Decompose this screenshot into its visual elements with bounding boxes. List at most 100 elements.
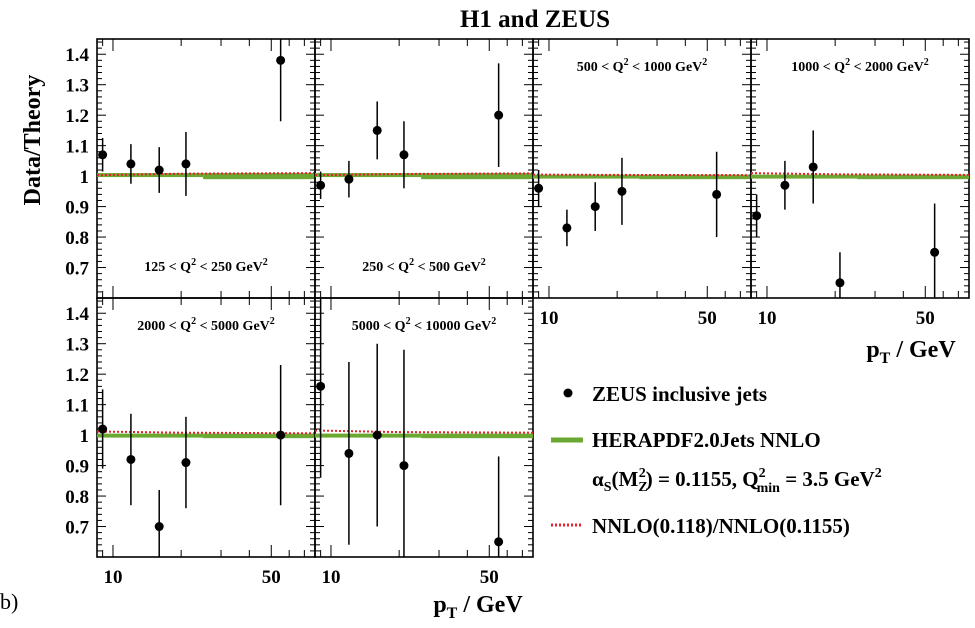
data-point — [780, 180, 790, 190]
data-point — [562, 223, 572, 233]
panel-tag: b) — [0, 589, 18, 614]
panel-frame — [532, 38, 752, 299]
ratio-line — [96, 172, 316, 177]
data-point — [534, 183, 544, 193]
panel-1: 0.7 0.8 0.9 1 1.1 1.2 1.3 1.4 125 < Q2 < 250 GeV… — [65, 38, 316, 299]
chart-title: H1 and ZEUS — [460, 6, 610, 33]
y-tick-label: 1.4 — [65, 45, 89, 66]
x-tick-label: 10 — [103, 567, 122, 588]
y-tick-label: 1.4 — [65, 304, 89, 325]
data-point — [276, 55, 286, 65]
x-axis-label-right-main: p — [866, 337, 879, 363]
data-point — [930, 247, 940, 257]
x-axis-label-sub: T — [447, 605, 458, 622]
legend-ratio-label: NNLO(0.118)/NNLO(0.1155) — [592, 514, 850, 538]
y-tick-label: 0.8 — [65, 487, 89, 508]
data-point — [808, 162, 818, 172]
y-axis-label: Data/Theory — [20, 75, 46, 206]
q2-range-label: 125 < Q2 < 250 GeV2 — [144, 257, 268, 275]
y-tick-label: 1.3 — [65, 76, 89, 97]
data-point — [344, 448, 354, 458]
data-point — [98, 424, 108, 434]
data-point — [372, 430, 382, 440]
legend-alpha-label: αS(MZ2) = 0.1155, Q2 min = 3.5 GeV2 — [592, 466, 882, 496]
data-point — [494, 110, 504, 120]
y-tick-label: 0.9 — [65, 198, 89, 219]
x-axis-label-right: pT / GeV — [866, 337, 956, 367]
legend-data-label: ZEUS inclusive jets — [592, 382, 767, 406]
legend: ZEUS inclusive jets HERAPDF2.0Jets NNLO … — [551, 382, 882, 538]
data-point — [316, 381, 326, 391]
y-tick-label: 0.7 — [65, 518, 89, 539]
x-axis-label-right-sub: T — [880, 350, 891, 367]
ratio-line — [532, 173, 752, 177]
panel-6: 10 50 5000 < Q2 < 10000 GeV2 — [314, 297, 534, 588]
x-tick-label: 50 — [262, 567, 281, 588]
panels-group: 0.7 0.8 0.9 1 1.1 1.2 1.3 1.4 125 < Q2 < 250 GeV… — [65, 38, 970, 588]
panel-frame — [750, 38, 970, 299]
x-axis-label-main: p — [433, 592, 446, 618]
panel-2: 250 < Q2 < 500 GeV2 — [314, 38, 534, 299]
panel-frame — [314, 297, 534, 558]
theory-band — [97, 433, 204, 438]
y-tick-label: 1 — [80, 167, 90, 188]
x-tick-label: 50 — [698, 308, 717, 329]
x-tick-label: 50 — [916, 308, 935, 329]
data-point — [590, 202, 600, 212]
data-point — [399, 461, 409, 471]
data-point — [154, 522, 164, 532]
y-tick-label: 1.2 — [65, 365, 89, 386]
ratio-line — [750, 172, 970, 176]
data-point — [98, 150, 108, 160]
q2-range-label: 500 < Q2 < 1000 GeV2 — [577, 57, 708, 75]
data-point — [494, 537, 504, 547]
ratio-line — [96, 430, 316, 435]
data-point — [752, 211, 762, 221]
theory-band — [639, 174, 751, 180]
q2-range-label: 5000 < Q2 < 10000 GeV2 — [352, 316, 497, 334]
theory-band — [203, 433, 315, 439]
ratio-line — [314, 172, 534, 177]
data-point — [399, 150, 409, 160]
data-point — [712, 189, 722, 199]
y-tick-label: 1.3 — [65, 335, 89, 356]
x-axis-label-unit: / GeV — [457, 592, 523, 618]
y-tick-label: 0.8 — [65, 228, 89, 249]
q2-range-label: 1000 < Q2 < 2000 GeV2 — [791, 57, 929, 75]
data-point — [154, 165, 164, 175]
legend-data-marker — [563, 388, 573, 398]
theory-band — [751, 174, 858, 179]
data-point — [181, 159, 191, 169]
panel-frame — [96, 297, 316, 558]
legend-band-label: HERAPDF2.0Jets NNLO — [592, 428, 821, 452]
x-tick-label: 10 — [539, 308, 558, 329]
data-point — [344, 174, 354, 184]
x-tick-label: 10 — [757, 308, 776, 329]
data-point — [372, 125, 382, 135]
data-point — [316, 180, 326, 190]
y-tick-label: 1.1 — [65, 396, 89, 417]
y-tick-label: 1 — [80, 426, 90, 447]
q2-range-label: 250 < Q2 < 500 GeV2 — [362, 257, 486, 275]
theory-band — [203, 173, 315, 180]
data-point — [835, 278, 845, 288]
theory-band — [857, 174, 969, 180]
data-point — [181, 458, 191, 468]
ratio-line — [314, 429, 534, 434]
q2-range-label: 2000 < Q2 < 5000 GeV2 — [137, 316, 275, 334]
y-tick-label: 0.9 — [65, 457, 89, 478]
x-tick-label: 10 — [321, 567, 340, 588]
y-tick-label: 1.2 — [65, 106, 89, 127]
theory-band — [421, 173, 533, 180]
x-tick-label: 50 — [480, 567, 499, 588]
theory-band — [533, 174, 640, 179]
panel-3: 10 50 500 < Q2 < 1000 GeV2 — [532, 38, 752, 329]
data-point — [126, 159, 136, 169]
y-tick-label: 0.7 — [65, 259, 89, 280]
x-axis-label: pT / GeV — [433, 592, 523, 622]
x-axis-label-right-unit: / GeV — [890, 337, 956, 363]
data-point — [276, 430, 286, 440]
data-point — [126, 454, 136, 464]
panel-5: 0.7 0.8 0.9 1 1.1 1.2 1.3 1.4 10 50 2000 < Q2 < 50… — [65, 297, 316, 588]
